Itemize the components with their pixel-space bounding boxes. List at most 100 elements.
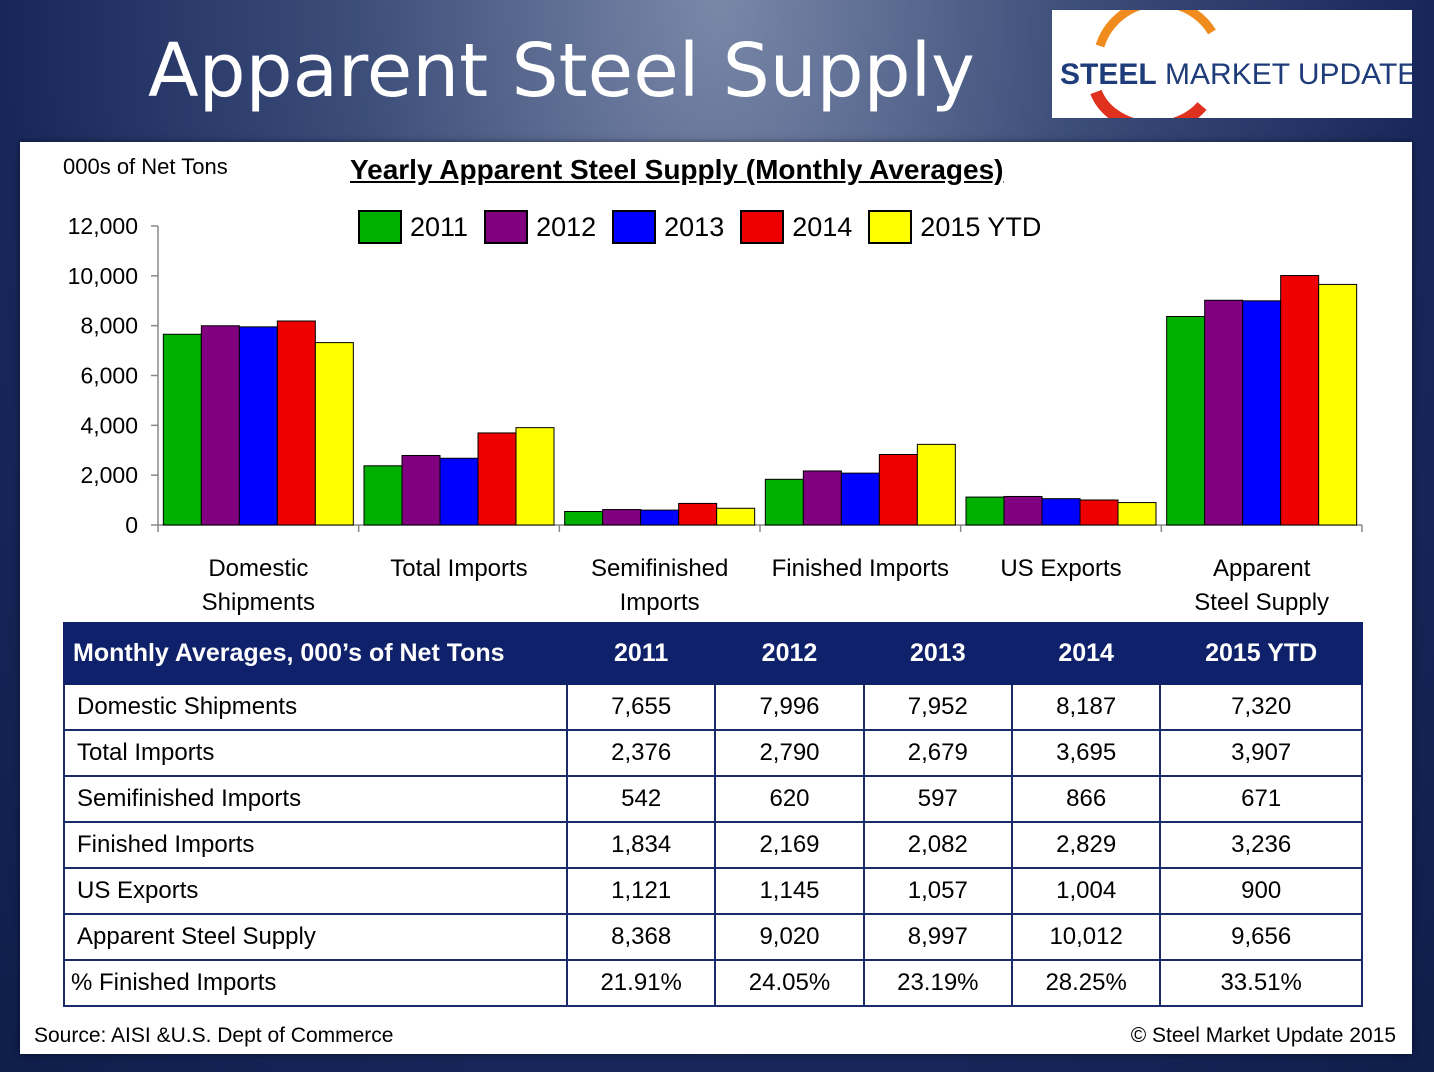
table-cell: 33.51% <box>1159 959 1363 1007</box>
table-cell: 7,996 <box>714 683 865 731</box>
table-cell: 8,368 <box>565 913 717 961</box>
table-body: Domestic Shipments 7,655 7,996 7,952 8,187 7,… <box>63 683 1363 1007</box>
table-cell: 2,376 <box>565 729 717 777</box>
table-cell: 3,695 <box>1010 729 1162 777</box>
table-cell: 24.05% <box>714 959 865 1007</box>
bar-chart: 0 2,000 4,000 6,000 8,000 10,000 12,000 <box>68 213 1363 538</box>
bar-2011-2 <box>564 510 604 526</box>
table-cell: 866 <box>1010 775 1162 823</box>
table-cell: 23.19% <box>862 959 1013 1007</box>
table-row: US Exports 1,121 1,145 1,057 1,004 900 <box>63 867 1363 915</box>
table-row-label: Total Imports <box>63 729 568 777</box>
legend-swatch <box>612 210 657 244</box>
bar-2013-1 <box>439 457 479 526</box>
table-header-cell: 2011 <box>565 622 717 685</box>
y-axis-units-label: 000s of Net Tons <box>63 154 228 179</box>
table-cell: 7,320 <box>1159 683 1363 731</box>
chart-legend: 2011 2012 2013 2014 2015 YTD <box>358 210 1057 244</box>
table-cell: 900 <box>1159 867 1363 915</box>
steel-market-update-logo: STEEL MARKET UPDATE <box>1052 10 1412 118</box>
table-cell: 1,057 <box>862 867 1013 915</box>
source-note: Source: AISI &U.S. Dept of Commerce <box>34 1024 394 1047</box>
bar-2011-0 <box>162 333 202 526</box>
legend-label: 2011 <box>410 211 469 242</box>
bar-2014-5 <box>1280 275 1320 526</box>
legend-swatch <box>740 210 785 244</box>
bar-2015-ytd-4 <box>1117 502 1157 526</box>
bar-2014-0 <box>276 320 316 526</box>
table-header-cell: 2015 YTD <box>1159 622 1363 685</box>
table-cell: 1,121 <box>565 867 717 915</box>
y-tick-label: 2,000 <box>80 462 138 488</box>
table-row: Total Imports 2,376 2,790 2,679 3,695 3,907 <box>63 729 1363 777</box>
bar-2012-1 <box>401 454 441 526</box>
x-category-label-line: US Exports <box>1000 555 1122 582</box>
table-cell: 7,952 <box>862 683 1013 731</box>
bar-2012-2 <box>602 509 642 526</box>
bar-2012-3 <box>802 470 842 526</box>
table-cell: 2,790 <box>714 729 865 777</box>
x-category-label-line: Domestic <box>208 555 309 582</box>
legend-label: 2015 YTD <box>920 211 1042 242</box>
table-cell: 1,834 <box>565 821 717 869</box>
x-category-label: Semifinished Imports <box>560 552 760 620</box>
table-header-cell: Monthly Averages, 000’s of Net Tons <box>63 622 568 685</box>
legend-item-2012: 2012 <box>484 210 596 244</box>
bar-2013-2 <box>640 509 680 526</box>
logo-swoosh-icon <box>1090 10 1216 118</box>
table-cell: 7,655 <box>565 683 717 731</box>
table-cell: 3,236 <box>1159 821 1363 869</box>
table-cell: 2,082 <box>862 821 1013 869</box>
bar-2014-2 <box>678 502 718 526</box>
table-header-row: Monthly Averages, 000’s of Net Tons 2011… <box>63 622 1363 685</box>
bar-2014-4 <box>1079 499 1119 526</box>
x-category-label: Total Imports <box>359 552 559 586</box>
bar-2012-5 <box>1204 299 1244 526</box>
chart-title: Yearly Apparent Steel Supply (Monthly Av… <box>350 154 1004 185</box>
table-row-label: Domestic Shipments <box>63 683 568 731</box>
bar-2012-0 <box>200 325 240 526</box>
table-row-label: Semifinished Imports <box>63 775 568 823</box>
x-category-label-line: Apparent <box>1212 555 1311 582</box>
table-cell: 9,020 <box>714 913 865 961</box>
y-tick-label: 0 <box>125 512 138 538</box>
x-category-label: Domestic Shipments <box>158 552 358 620</box>
legend-item-2013: 2013 <box>612 210 724 244</box>
table-row-label: % Finished Imports <box>63 959 568 1007</box>
x-category-label: Finished Imports <box>760 552 960 586</box>
content-panel: 000s of Net Tons Yearly Apparent Steel S… <box>20 142 1412 1054</box>
legend-item-2015-ytd: 2015 YTD <box>868 210 1041 244</box>
bar-2014-1 <box>477 432 517 526</box>
data-table: Monthly Averages, 000’s of Net Tons 2011… <box>63 622 1363 1007</box>
legend-label: 2012 <box>536 211 597 242</box>
x-category-label-line: Shipments <box>201 589 316 616</box>
legend-swatch <box>868 210 913 244</box>
bar-2015-ytd-3 <box>916 443 956 526</box>
y-tick-label: 6,000 <box>80 363 138 389</box>
bar-2012-4 <box>1003 495 1043 526</box>
table-header-cell: 2013 <box>862 622 1013 685</box>
table-cell: 10,012 <box>1010 913 1162 961</box>
table-cell: 28.25% <box>1010 959 1162 1007</box>
x-category-label-line: Semifinished <box>590 555 729 582</box>
y-tick-label: 12,000 <box>68 213 138 239</box>
table-cell: 3,907 <box>1159 729 1363 777</box>
bar-2011-1 <box>363 465 403 526</box>
legend-item-2011: 2011 <box>358 210 468 244</box>
table-cell: 671 <box>1159 775 1363 823</box>
table-cell: 620 <box>714 775 865 823</box>
bar-2015-ytd-0 <box>314 342 354 526</box>
table-row-label: Apparent Steel Supply <box>63 913 568 961</box>
x-category-label-line: Imports <box>619 589 700 616</box>
y-tick-label: 4,000 <box>80 412 138 438</box>
table-cell: 2,169 <box>714 821 865 869</box>
bar-2011-4 <box>965 496 1005 526</box>
legend-item-2014: 2014 <box>740 210 852 244</box>
table-row: % Finished Imports 21.91% 24.05% 23.19% 28.2… <box>63 959 1363 1007</box>
bar-2015-ytd-5 <box>1318 283 1358 526</box>
table-row: Semifinished Imports 542 620 597 866 671 <box>63 775 1363 823</box>
bar-2013-0 <box>238 326 278 526</box>
bar-2013-4 <box>1041 498 1081 526</box>
x-category-label-line: Steel Supply <box>1194 589 1330 616</box>
slide-title: Apparent Steel Supply <box>148 28 975 114</box>
